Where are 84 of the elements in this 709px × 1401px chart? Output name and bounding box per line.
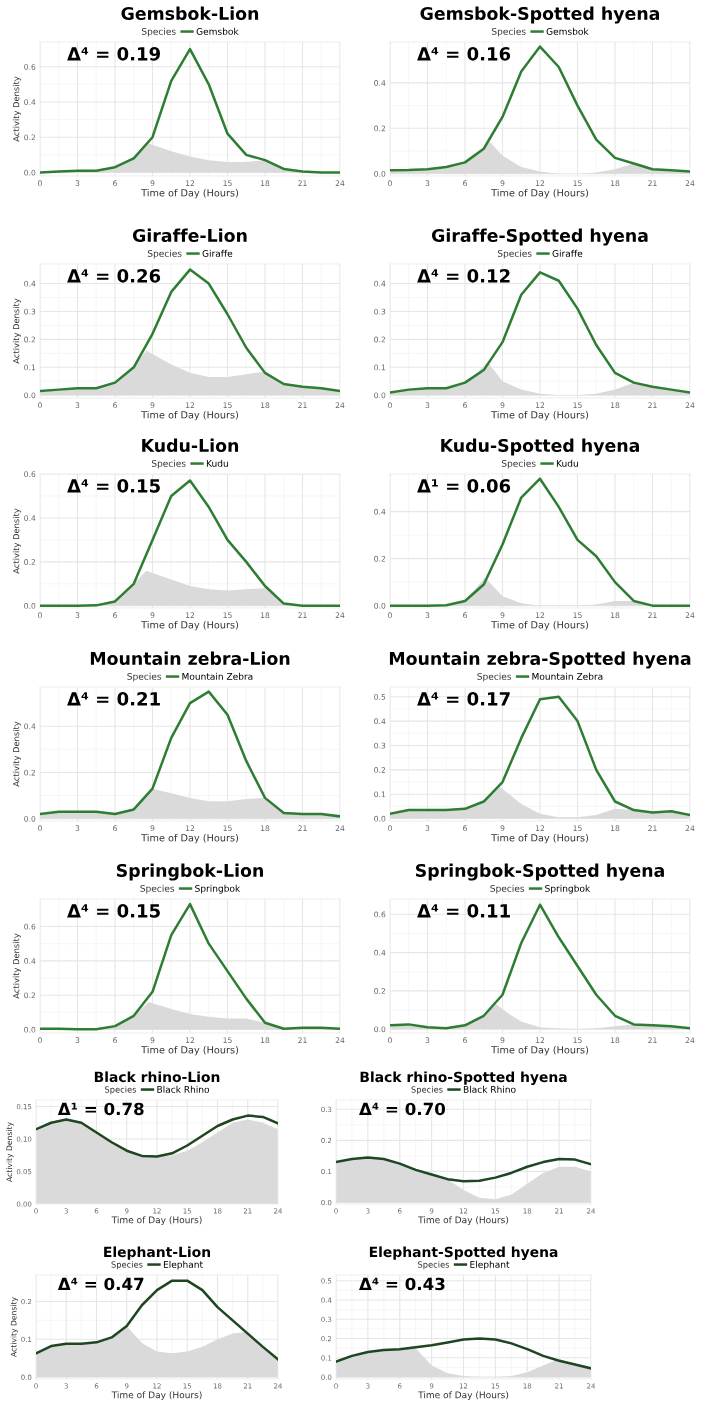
y-axis-title: Activity Density [12, 933, 21, 999]
legend-label: Kudu [556, 459, 578, 467]
line-series [390, 477, 690, 607]
legend-label: Black Rhino [157, 1085, 210, 1093]
line-series [390, 903, 690, 1030]
legend-title: Species [411, 1086, 443, 1095]
chart-title: Elephant-Spotted hyena [369, 1246, 558, 1260]
annotation: Δ⁴ = 0.21 [67, 691, 160, 706]
legend-title: Species [477, 672, 512, 682]
legend-title: Species [141, 27, 176, 37]
annotation: Δ⁴ = 0.15 [67, 478, 160, 493]
x-axis-title: Time of Day (Hours) [491, 620, 589, 631]
legend-title: Species [151, 459, 186, 469]
line-series [336, 1156, 591, 1183]
legend-title: Species [418, 1261, 450, 1270]
chart-title: Elephant-Lion [104, 1246, 211, 1260]
y-axis-title: Activity Density [12, 508, 21, 574]
x-axis-title: Time of Day (Hours) [141, 188, 239, 199]
legend-label: Giraffe [202, 249, 233, 257]
chart-title: Mountain zebra-Spotted hyena [389, 651, 691, 669]
line-series [336, 1337, 591, 1370]
line-series [36, 1114, 278, 1158]
chart-title: Springbok-Spotted hyena [415, 863, 664, 881]
chart-title: Black rhino-Lion [94, 1071, 220, 1083]
x-axis-title: Time of Day (Hours) [141, 1045, 239, 1056]
x-axis-title: Time of Day (Hours) [141, 620, 239, 631]
y-axis-title: Activity Density [12, 298, 21, 364]
legend-label: Gemsbok [546, 27, 589, 35]
x-axis-title: Time of Day (Hours) [141, 410, 239, 421]
chart-title: Springbok-Lion [116, 863, 263, 881]
legend-title: Species [490, 884, 525, 894]
legend-title: Species [501, 459, 536, 469]
legend-title: Species [104, 1086, 137, 1095]
legend-label: Mountain Zebra [532, 672, 603, 680]
legend-label: Springbok [195, 884, 241, 894]
chart-title: Giraffe-Spotted hyena [431, 228, 648, 246]
annotation: Δ⁴ = 0.15 [67, 903, 160, 918]
legend-label: Mountain Zebra [182, 672, 253, 680]
annotation: Δ⁴ = 0.16 [417, 46, 511, 61]
legend-label: Gemsbok [196, 27, 239, 35]
y-axis-title: Activity Density [12, 76, 21, 142]
annotation: Δ⁴ = 0.17 [417, 691, 510, 706]
annotation: Δ⁴ = 0.12 [417, 268, 510, 283]
chart-title: Kudu-Spotted hyena [441, 438, 639, 456]
line-series [40, 902, 340, 1031]
legend-title: Species [147, 249, 182, 259]
legend-label: Springbok [545, 884, 591, 894]
annotation: Δ⁴ = 0.43 [359, 1277, 445, 1291]
legend-label: Elephant [470, 1260, 510, 1270]
annotation: Δ¹ = 0.78 [57, 1102, 144, 1116]
x-axis-title: Time of Day (Hours) [418, 1216, 509, 1226]
x-axis-title: Time of Day (Hours) [111, 1216, 202, 1226]
chart-title: Kudu-Lion [142, 438, 239, 453]
annotation: Δ⁴ = 0.70 [359, 1102, 446, 1116]
chart-title: Black rhino-Spotted hyena [360, 1071, 567, 1085]
x-axis-title: Time of Day (Hours) [491, 1045, 589, 1056]
x-axis-title: Time of Day (Hours) [141, 833, 239, 844]
legend-title: Species [491, 27, 526, 37]
legend-title: Species [127, 672, 162, 682]
x-axis-title: Time of Day (Hours) [491, 833, 589, 844]
chart-title: Gemsbok-Lion [121, 6, 259, 21]
chart-title: Gemsbok-Spotted hyena [420, 6, 660, 24]
legend-title: Species [497, 249, 532, 259]
legend-label: Giraffe [552, 249, 583, 257]
legend-title: Species [140, 884, 175, 894]
line-series [390, 45, 690, 173]
line-series [40, 690, 340, 818]
x-axis-title: Time of Day (Hours) [111, 1391, 202, 1401]
annotation: Δ⁴ = 0.26 [67, 268, 161, 283]
legend-title: Species [111, 1261, 143, 1270]
chart-title: Giraffe-Lion [132, 228, 247, 243]
legend-label: Black Rhino [463, 1085, 516, 1093]
legend-label: Kudu [206, 459, 228, 467]
x-axis-title: Time of Day (Hours) [491, 410, 589, 421]
annotation: Δ¹ = 0.06 [417, 478, 511, 493]
x-axis-title: Time of Day (Hours) [418, 1391, 509, 1401]
annotation: Δ⁴ = 0.47 [57, 1277, 144, 1291]
chart-title: Mountain zebra-Lion [90, 651, 290, 666]
legend-label: Elephant [163, 1260, 203, 1270]
x-axis-title: Time of Day (Hours) [491, 188, 589, 199]
y-axis-title: Activity Density [12, 721, 21, 787]
annotation: Δ⁴ = 0.11 [417, 903, 510, 918]
line-series [36, 1279, 278, 1361]
annotation: Δ⁴ = 0.19 [67, 46, 160, 61]
